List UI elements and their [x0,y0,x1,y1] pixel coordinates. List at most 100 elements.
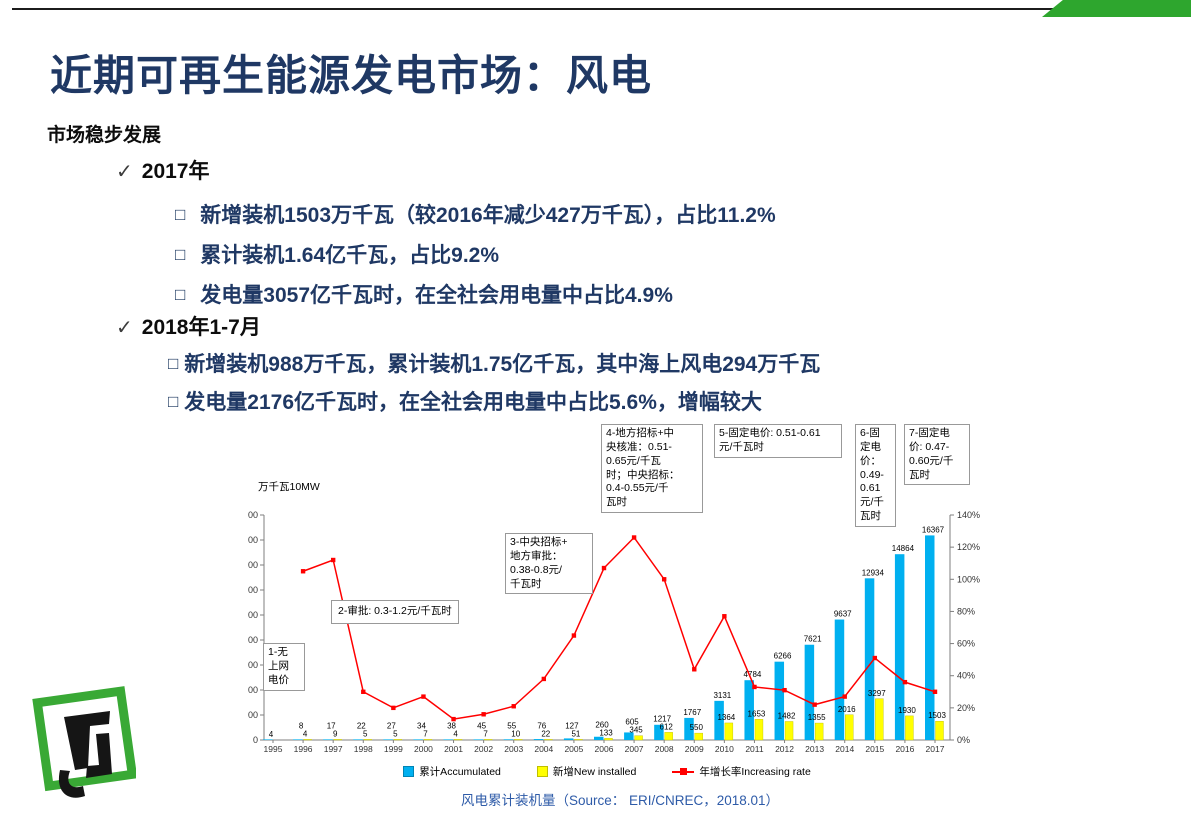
rate-point-marker [481,712,486,717]
legend-label: 累计Accumulated [419,766,501,778]
rate-point-marker [722,614,727,619]
bar-accumulated [533,739,544,740]
x-axis-year-label: 2001 [444,744,463,754]
rate-point-marker [571,633,577,638]
bar-accumulated [383,739,393,740]
bar-new-installed [453,739,463,741]
accumulated-value-label: 76 [537,721,546,730]
left-axis-tick-label: 8000 [248,635,258,645]
new-installed-value-label: 133 [599,728,613,737]
bar-new-installed [483,739,493,741]
x-axis-year-label: 2010 [715,744,734,754]
accumulated-value-label: 8 [299,721,304,730]
x-axis-year-label: 2000 [414,744,433,754]
bar-new-installed [363,739,372,741]
bar-new-installed [905,715,914,741]
rate-point-marker [782,687,787,693]
new-installed-value-label: 5 [363,729,368,738]
rate-point-marker [661,577,667,582]
bar-accumulated [263,739,273,740]
rate-point-marker [872,655,878,661]
square-bullet-icon: □ [168,354,179,373]
bar-new-installed [845,714,854,741]
bullet-item: □ 累计装机1.64亿千瓦，占比9.2% [175,239,499,269]
accumulated-value-label: 22 [357,721,366,730]
rate-point-marker [932,689,938,694]
bar-accumulated [503,739,514,740]
left-axis-tick-label: 0 [253,735,258,745]
new-installed-value-label: 1364 [717,713,735,722]
legend-item-increasing-rate: 年增长率Increasing rate [672,764,811,779]
x-axis-year-label: 2011 [745,744,764,754]
bar-accumulated [744,680,754,740]
new-installed-value-label: 7 [483,729,488,738]
square-bullet-icon: □ [175,205,186,224]
new-installed-swatch-icon [536,766,548,777]
group-label-2017: 2017年 [141,160,210,183]
x-axis-year-label: 2005 [564,744,583,754]
accumulated-value-label: 3131 [713,691,731,700]
bar-accumulated [413,739,423,740]
new-installed-value-label: 7 [423,729,428,738]
legend-item-new-installed: 新增New installed [536,764,637,779]
annotation-4-local-bidding: 4-地方招标+中 央核准：0.51- 0.65元/千瓦 时；中央招标： 0.4-… [601,424,703,514]
right-axis-tick-label: 20% [957,703,975,713]
square-bullet-icon: □ [175,245,186,264]
rate-point-marker [300,569,306,574]
x-axis-year-label: 1998 [354,744,373,754]
bar-accumulated [684,717,694,740]
x-axis-year-label: 2009 [685,744,704,754]
rate-point-marker [361,689,366,694]
left-axis-tick-label: 14000 [248,560,258,570]
accumulated-value-label: 1217 [653,714,671,723]
rate-point-marker [812,702,817,707]
rate-line-marker-icon [672,768,695,775]
right-axis-tick-label: 0% [957,735,970,745]
accumulated-value-label: 4784 [744,670,762,679]
chart-canvas: 0 2000 4000 6000 8000 10000 12000 14000 16000 180… [248,481,980,754]
check-icon: ✓ [116,161,133,183]
accumulated-value-label: 1767 [683,708,701,717]
new-installed-value-label: 1653 [748,709,766,718]
new-installed-value-label: 1355 [808,713,826,722]
bullet-item: □ 发电量3057亿千瓦时，在全社会用电量中占比4.9% [175,279,673,309]
left-axis-tick-label: 4000 [248,685,258,695]
bar-new-installed [544,739,553,741]
rate-point-marker [692,667,697,672]
accumulated-swatch-icon [403,766,415,777]
left-axis-tick-label: 18000 [248,510,258,520]
accumulated-value-label: 6266 [774,652,792,661]
wind-capacity-chart: 0 2000 4000 6000 8000 10000 12000 14000 16000 180… [248,418,992,817]
rate-point-marker [511,704,516,709]
bullet-text: 新增装机988万千瓦，累计装机1.75亿千瓦，其中海上风电294万千瓦 [184,353,821,376]
bar-new-installed [423,739,433,741]
bullet-group-2017: ✓ 2017年 [116,155,209,185]
bar-accumulated [624,732,634,740]
bar-new-installed [634,735,643,741]
new-installed-value-label: 5 [393,729,398,738]
page-title: 近期可再生能源发电市场：风电 [50,52,653,99]
bar-accumulated [594,736,604,740]
accumulated-value-label: 55 [507,721,516,730]
bar-accumulated [473,739,484,740]
accumulated-value-label: 14864 [892,544,915,553]
x-axis-year-label: 1997 [324,744,343,754]
annotation-3-central-bidding: 3-中央招标+ 地方审批： 0.38-0.8元/ 千瓦时 [505,533,593,595]
legend-item-accumulated: 累计Accumulated [403,764,501,779]
new-installed-value-label: 10 [511,729,520,738]
bullet-group-2018: ✓ 2018年1-7月 [116,311,261,341]
x-axis-year-label: 2004 [534,744,553,754]
rate-point-marker [451,716,456,722]
bar-accumulated [714,700,724,740]
legend-label: 新增New installed [552,766,637,778]
bar-new-installed [604,738,613,741]
right-axis-tick-label: 60% [957,639,975,649]
bullet-text: 新增装机1503万千瓦（较2016年减少427万千瓦），占比11.2% [200,204,776,227]
bar-new-installed [303,739,312,741]
right-axis-tick-label: 140% [957,510,980,520]
accumulated-value-label: 260 [595,720,609,729]
rate-point-marker [601,565,607,571]
annotation-1-no-tariff: 1-无 上网 电价 [263,643,305,691]
accumulated-value-label: 9637 [834,610,852,619]
accumulated-value-label: 16367 [922,525,945,534]
